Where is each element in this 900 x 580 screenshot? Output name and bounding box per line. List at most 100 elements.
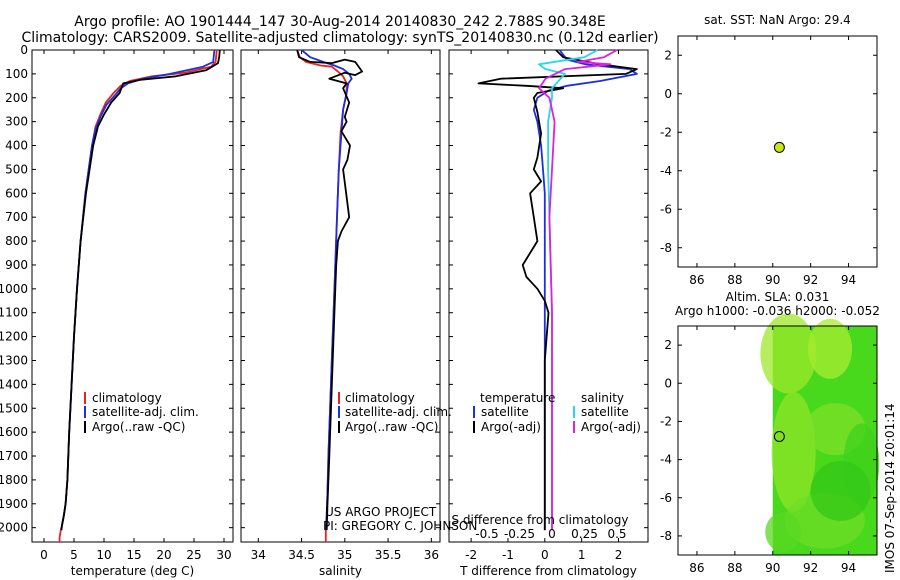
y-tick-label: 600 <box>5 186 28 200</box>
map-title-line-2: Argo h1000: -0.036 h2000: -0.052 <box>675 304 880 318</box>
salinity-diff-tick-label: -0.25 <box>504 527 535 541</box>
x-tick-label: 5 <box>70 548 78 562</box>
x-tick-label: 92 <box>803 561 818 575</box>
temperature-legend: climatology satellite-adj. clim. Argo(..… <box>84 391 199 434</box>
y-tick-label: 1200 <box>0 330 28 344</box>
x-tick-label: 86 <box>689 561 704 575</box>
y-tick-label: 1700 <box>0 449 28 463</box>
y-tick-label: -6 <box>660 491 672 505</box>
credit-project: US ARGO PROJECT <box>325 505 437 519</box>
difference-panel: -2 -1 0 1 2 T difference from climatology -0.5… <box>448 49 649 578</box>
x-tick-label: 20 <box>156 548 171 562</box>
legend-satellite: satellite-adj. clim. <box>345 405 452 419</box>
y-tick-label: 500 <box>5 162 28 176</box>
y-tick-label: 2 <box>664 338 672 352</box>
y-tick-label: -2 <box>660 125 672 139</box>
legend-s-argo: Argo(-adj) <box>581 420 641 434</box>
legend-temperature-title: temperature <box>480 391 555 405</box>
x-tick-label: 36 <box>424 548 439 562</box>
x-tick-label: 0 <box>541 548 549 562</box>
map-title-line-1: Altim. SLA: 0.031 <box>726 290 830 304</box>
salinity-plot-frame <box>240 49 441 543</box>
legend-salinity-title: salinity <box>581 391 624 405</box>
y-tick-label: -4 <box>660 453 672 467</box>
y-tick-label: 1500 <box>0 401 28 415</box>
series-line-climatology <box>58 49 218 542</box>
argo-location-marker <box>773 430 785 442</box>
y-tick-label: 0 <box>20 43 28 57</box>
x-tick-label: 94 <box>841 273 856 287</box>
x-tick-label: 90 <box>765 273 780 287</box>
sla-anomaly-patch <box>765 512 802 553</box>
sla_map-plot-frame <box>677 325 878 556</box>
y-tick-label: 0 <box>664 376 672 390</box>
x-axis-label: temperature (deg C) <box>71 564 194 578</box>
sla-map-panel: 86 88 90 92 94 2 0 -2 -4 -6 -8 Altim. SLA: 0.031Arg… <box>660 290 880 575</box>
x-axis-label: salinity <box>319 564 362 578</box>
salinity-legend: climatology satellite-adj. clim. Argo(..… <box>338 391 452 434</box>
x-tick-label: 10 <box>96 548 111 562</box>
y-tick-label: 2000 <box>0 521 28 535</box>
y-tick-label: 200 <box>5 91 28 105</box>
salinity-diff-tick-label: 0 <box>548 527 556 541</box>
x-axis-label: T difference from climatology <box>459 564 637 578</box>
x-tick-label: 2 <box>615 548 623 562</box>
legend-s-satellite: satellite <box>581 405 629 419</box>
y-tick-label: 300 <box>5 115 28 129</box>
y-tick-label: 1900 <box>0 497 28 511</box>
y-tick-label: 2 <box>664 48 672 62</box>
y-tick-label: -2 <box>660 414 672 428</box>
legend-argo: Argo(..raw -QC) <box>345 420 438 434</box>
x-tick-label: 34.5 <box>288 548 315 562</box>
legend-t-satellite: satellite <box>481 405 529 419</box>
y-tick-label: 400 <box>5 139 28 153</box>
x-tick-label: 15 <box>126 548 141 562</box>
sst_map-plot-frame <box>677 35 878 268</box>
series-line-salinity-argo-adj- <box>538 49 618 531</box>
x-tick-label: 90 <box>765 561 780 575</box>
series-line-satellite-adj-clim- <box>301 49 353 531</box>
sla-anomaly-patch <box>771 391 816 512</box>
sla-anomaly-patch <box>810 460 871 521</box>
difference-plot-frame <box>448 49 649 543</box>
x-tick-label: 35.5 <box>375 548 402 562</box>
y-tick-label: -6 <box>660 202 672 216</box>
x-tick-label: 88 <box>727 273 742 287</box>
x-tick-label: -1 <box>502 548 514 562</box>
x-tick-label: 35 <box>337 548 352 562</box>
temperature-plot-frame <box>31 49 234 543</box>
y-tick-label: -4 <box>660 164 672 178</box>
series-line-satellite-adj-clim- <box>60 49 216 531</box>
series-line-temperature-satellite <box>532 49 638 531</box>
credit-pi: PI: GREGORY C. JOHNSON <box>323 519 477 533</box>
salinity-diff-tick-label: -0.5 <box>475 527 498 541</box>
title-line-2: Climatology: CARS2009. Satellite-adjuste… <box>21 30 658 46</box>
map-title: sat. SST: NaN Argo: 29.4 <box>704 13 851 27</box>
argo-location-marker <box>773 141 785 153</box>
salinity-diff-tick-label: 0.5 <box>607 527 626 541</box>
legend-t-argo: Argo(-adj) <box>481 420 541 434</box>
y-tick-label: 900 <box>5 258 28 272</box>
y-tick-label: 800 <box>5 234 28 248</box>
y-tick-label: 1100 <box>0 306 28 320</box>
x-tick-label: 30 <box>216 548 231 562</box>
x-tick-label: 34 <box>251 548 266 562</box>
series-line-argo-raw-qc- <box>60 49 221 531</box>
x-tick-label: 25 <box>186 548 201 562</box>
y-tick-label: 1800 <box>0 473 28 487</box>
x-tick-label: 92 <box>803 273 818 287</box>
sst-map-panel: 86 88 90 92 94 2 0 -2 -4 -6 -8 sat. SST: NaN Argo: … <box>660 13 878 287</box>
timestamp: IMOS 07-Sep-2014 20:01:14 <box>883 403 897 573</box>
sla-anomaly-patch <box>760 313 817 394</box>
y-tick-label: 1600 <box>0 425 28 439</box>
legend-satellite: satellite-adj. clim. <box>92 405 199 419</box>
y-tick-label: 700 <box>5 210 28 224</box>
series-line-climatology <box>296 49 348 542</box>
x-tick-label: 86 <box>689 273 704 287</box>
y-tick-label: 100 <box>5 67 28 81</box>
sla-anomaly-patch <box>808 318 853 379</box>
series-line-temperature-argo-adj- <box>477 49 638 531</box>
y-tick-label: -8 <box>660 241 672 255</box>
x-tick-label: -2 <box>465 548 477 562</box>
